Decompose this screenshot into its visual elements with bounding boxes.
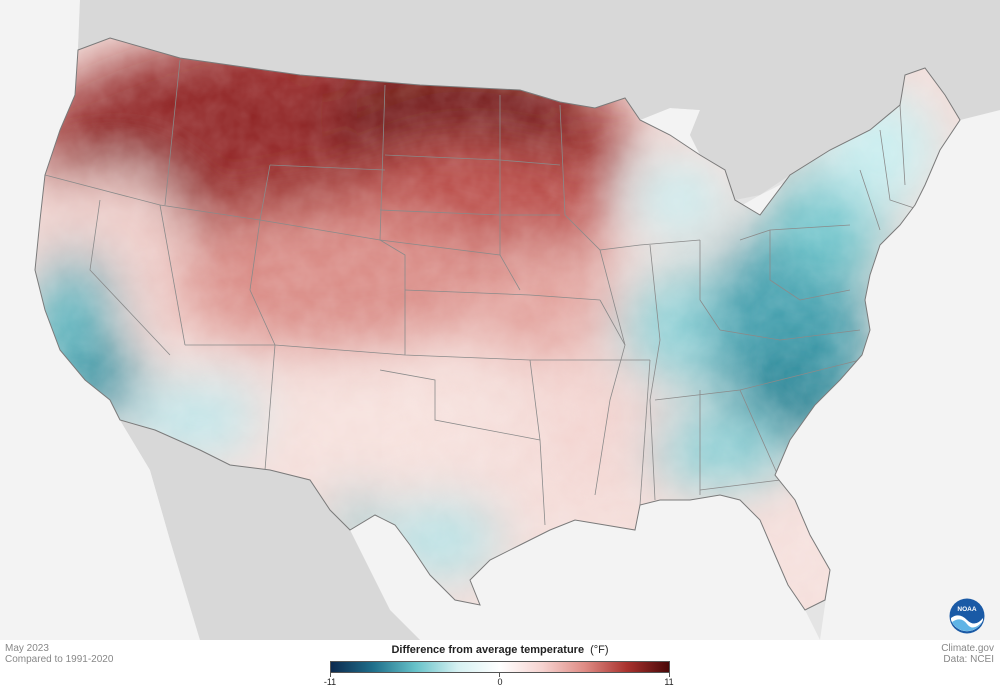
legend-title: Difference from average temperature (°F): [330, 644, 670, 656]
state-borders: [44, 59, 921, 526]
atlantic-ocean: [775, 110, 1000, 640]
map-footer: May 2023 Compared to 1991-2020 Differenc…: [0, 640, 1000, 690]
gulf-of-mexico: [350, 495, 820, 640]
legend-tick-max: [669, 673, 670, 677]
data-credit: Data: NCEI: [943, 654, 994, 665]
legend-unit: (°F): [590, 644, 609, 656]
noaa-logo-icon: NOAA: [949, 598, 985, 634]
legend-mid-label: 0: [497, 677, 503, 687]
temperature-anomaly-map: [0, 0, 1000, 640]
site-credit: Climate.gov: [941, 643, 994, 654]
baseline-period: Compared to 1991-2020: [5, 654, 114, 665]
mexico-land: [120, 420, 420, 640]
legend-title-text: Difference from average temperature: [391, 644, 585, 656]
map-date: May 2023: [5, 643, 49, 654]
legend-tick-mid: [499, 673, 500, 677]
legend-min-label: -11: [323, 677, 337, 687]
legend-color-bar: [330, 661, 670, 673]
map-graphic: [0, 0, 1000, 640]
legend-max-label: 11: [664, 677, 674, 687]
canada-land: [78, 0, 1000, 200]
legend-tick-min: [330, 673, 331, 677]
noaa-logo-text: NOAA: [957, 606, 976, 613]
